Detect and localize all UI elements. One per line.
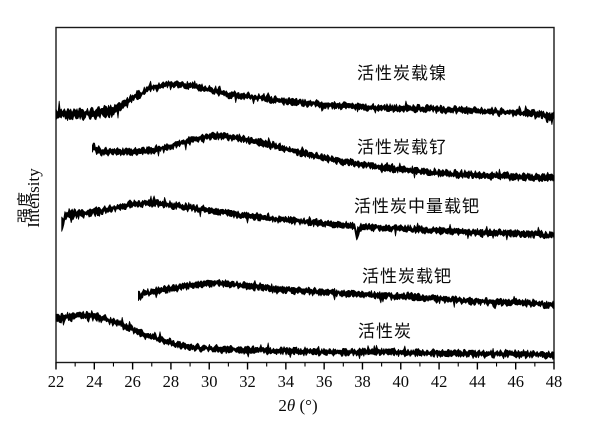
x-tick-label: 22	[48, 372, 65, 391]
x-tick-label: 38	[354, 372, 371, 391]
x-tick-label: 46	[507, 372, 524, 391]
x-tick-label: 32	[239, 372, 256, 391]
x-tick-label: 28	[163, 372, 180, 391]
x-tick-label: 44	[469, 372, 486, 391]
x-tick-label: 42	[431, 372, 448, 391]
plot-frame	[55, 26, 555, 364]
series-label-2: 活性炭载钌	[357, 138, 447, 157]
x-axis-label-pre: 2	[278, 396, 287, 415]
x-tick-label: 30	[201, 372, 218, 391]
series-label-1: 活性炭载镍	[357, 64, 447, 83]
series-label-5: 活性炭	[358, 322, 412, 341]
x-tick-label: 34	[278, 372, 295, 391]
x-axis-label-theta: θ	[286, 396, 296, 415]
curve-2	[92, 131, 555, 183]
x-axis-label-post: (°)	[295, 396, 318, 415]
x-tick-label: 24	[86, 372, 103, 391]
series-label-3: 活性炭中量载钯	[354, 197, 480, 216]
curve-5	[55, 310, 555, 360]
series-label-4: 活性炭载钯	[362, 267, 452, 286]
x-tick-label: 26	[124, 372, 141, 391]
x-tick-label: 36	[316, 372, 333, 391]
x-tick-label: 40	[393, 372, 410, 391]
curve-4	[137, 278, 555, 310]
curve-1	[55, 80, 555, 125]
y-axis-label-english: Intensity	[24, 168, 43, 228]
curve-3	[61, 195, 555, 241]
x-tick-label: 48	[546, 372, 563, 391]
x-axis-label: 2θ (°)	[278, 396, 317, 416]
